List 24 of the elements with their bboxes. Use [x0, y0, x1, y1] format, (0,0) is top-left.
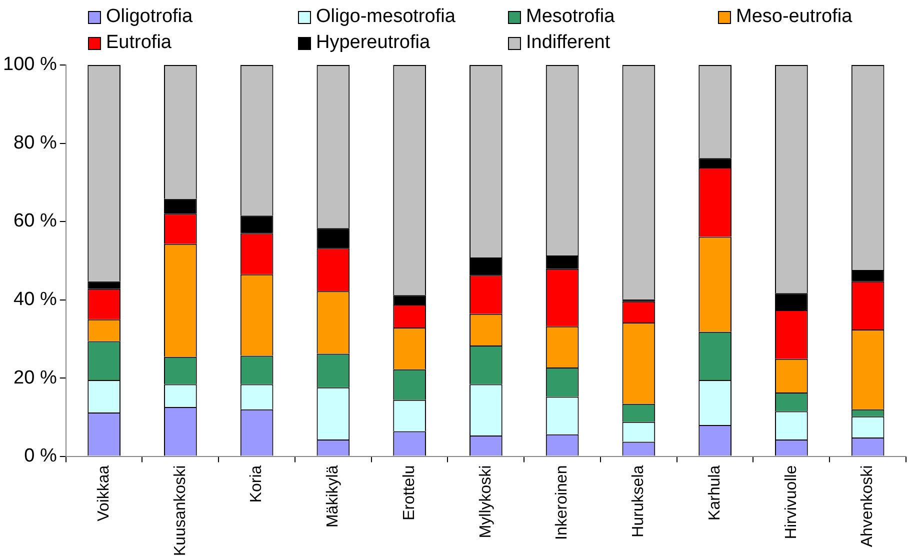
x-tick-label: Erottelu [400, 465, 418, 520]
legend-label: Eutrofia [106, 32, 172, 54]
legend-label: Meso-eutrofia [736, 6, 852, 28]
x-tick-label: Hirvivuolle [782, 465, 800, 540]
y-tick-label: 20 % [14, 367, 57, 388]
x-tick-label: Inkeroinen [554, 465, 571, 540]
y-tick-label: 100 % [3, 54, 57, 76]
x-tick-label: Myllykoski [477, 465, 494, 538]
legend-label: Hypereutrofia [316, 32, 430, 54]
x-tick-label: Kuusankoski [172, 465, 189, 556]
x-tick-label: Koria [248, 465, 266, 503]
legend-label: Mesotrofia [526, 6, 615, 28]
y-tick-label: 0 % [24, 446, 57, 467]
legend-label: Indifferent [526, 32, 610, 54]
y-tick-label: 40 % [14, 289, 57, 310]
x-tick-label: Huruksela [630, 465, 648, 538]
y-tick-label: 80 % [14, 132, 57, 154]
y-tick-label: 60 % [14, 210, 57, 232]
x-tick-label: Karhula [706, 465, 724, 520]
legend-label: Oligotrofia [106, 6, 193, 28]
x-tick-label: Ahvenkoski [859, 465, 876, 548]
x-tick-label: Voikkaa [95, 465, 112, 522]
legend-label: Oligo-mesotrofia [316, 6, 456, 28]
x-tick-label: Mäkikylä [324, 465, 342, 528]
